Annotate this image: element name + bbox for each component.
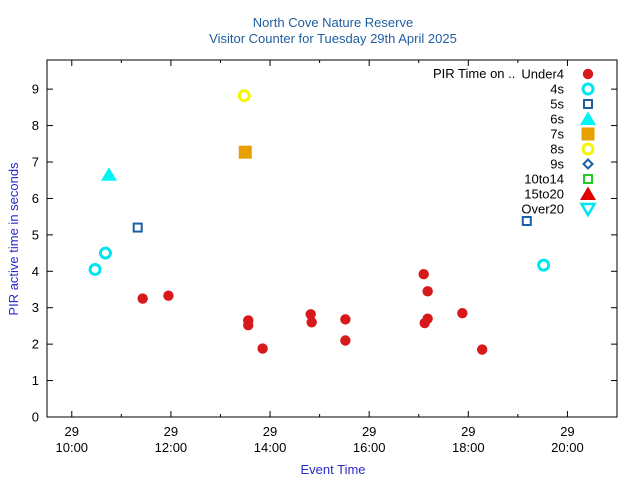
x-tick-label-day: 29 [560,424,574,439]
chart-subtitle: Visitor Counter for Tuesday 29th April 2… [209,31,457,46]
legend-marker-7s [581,127,595,141]
legend-marker-8s [581,142,595,156]
legend-marker-10to14 [583,174,593,184]
y-tick-label: 5 [32,227,39,242]
x-tick-label-time: 16:00 [353,440,386,455]
data-point-under4 [243,320,254,331]
x-tick-label-time: 20:00 [551,440,584,455]
x-tick-label-day: 29 [362,424,376,439]
y-tick-label: 4 [32,264,39,279]
plot-area [46,59,618,418]
data-point-7s [238,145,252,159]
x-tick-label-day: 29 [164,424,178,439]
y-tick-label: 6 [32,191,39,206]
data-points [88,89,551,355]
data-point-under4 [163,290,174,301]
data-point-5s [521,216,532,227]
x-tick-label-day: 29 [461,424,475,439]
data-point-under4 [422,286,433,297]
data-point-under4 [418,269,429,280]
y-tick-label: 2 [32,337,39,352]
legend-label: 9s [550,157,564,172]
data-point-6s [100,167,117,181]
legend-label: 15to20 [524,187,564,202]
data-point-4s [98,246,112,260]
legend-marker-5s [583,99,593,109]
data-point-under4 [340,314,351,325]
x-tick-label-time: 14:00 [254,440,287,455]
legend-marker-over20 [579,202,597,218]
data-point-5s [132,222,143,233]
chart-title: North Cove Nature Reserve [253,15,413,30]
legend-label: 10to14 [524,172,564,187]
legend-marker-under4 [582,68,594,80]
legend-marker-15to20 [580,186,596,200]
legend-label: 4s [550,82,564,97]
legend: PIR Time on .. Under44s5s6s7s8s9s10to141… [433,66,597,218]
data-point-4s [537,258,551,272]
data-point-under4 [137,293,148,304]
data-point-4s [88,262,102,276]
legend-marker-6s [580,111,596,125]
data-point-under4 [306,317,317,328]
legend-marker-9s [582,158,594,170]
data-point-8s [237,89,251,103]
y-tick-label: 8 [32,118,39,133]
data-point-under4 [422,313,433,324]
y-tick-label: 9 [32,82,39,97]
x-tick-label-time: 12:00 [155,440,188,455]
y-tick-label: 1 [32,373,39,388]
legend-label: Over20 [521,202,564,217]
legend-label: 6s [550,112,564,127]
legend-marker-4s [581,82,595,96]
x-tick-label-day: 29 [263,424,277,439]
data-point-under4 [305,309,316,320]
x-axis-label: Event Time [300,462,365,477]
y-axis-label: PIR active time in seconds [6,162,21,316]
legend-label: 7s [550,127,564,142]
x-tick-label-time: 10:00 [56,440,89,455]
legend-label: 5s [550,97,564,112]
legend-label: 8s [550,142,564,157]
y-tick-label: 7 [32,155,39,170]
data-point-under4 [457,307,468,319]
data-point-under4 [476,344,488,355]
x-tick-label-day: 29 [65,424,79,439]
y-tick-label: 3 [32,300,39,315]
y-tick-label: 0 [32,410,39,425]
x-tick-label-time: 18:00 [452,440,485,455]
data-point-under4 [257,343,268,354]
legend-label: Under4 [521,67,564,82]
y-axis: 0 1 2 3 4 5 6 7 8 9 [32,82,617,425]
x-axis: 2910:002912:002914:002916:002918:002920:… [56,60,618,455]
legend-title: PIR Time on .. [433,66,515,81]
data-point-under4 [340,335,351,346]
